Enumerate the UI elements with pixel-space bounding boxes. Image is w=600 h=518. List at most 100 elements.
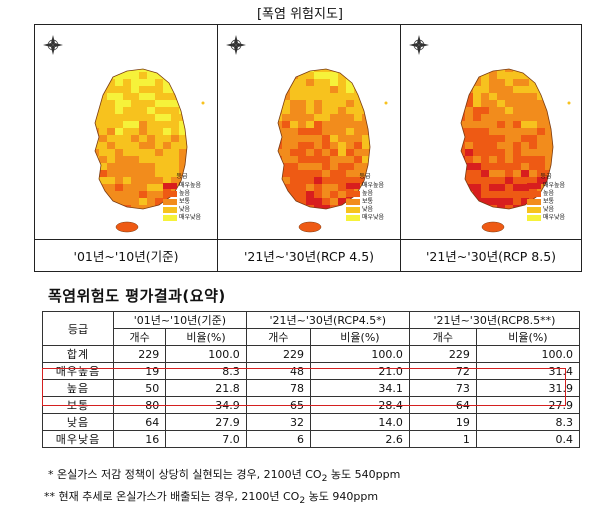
map-region	[314, 170, 323, 178]
map-region	[306, 128, 315, 136]
ratio-cell: 21.0	[309, 362, 410, 380]
map-region	[461, 184, 466, 192]
map-region	[95, 79, 100, 87]
map-region	[131, 93, 140, 101]
map-region	[147, 198, 156, 206]
legend-item: 낮음	[163, 206, 201, 214]
map-region	[338, 79, 347, 87]
map-region	[131, 121, 140, 129]
map-region	[306, 191, 315, 199]
ratio-cell: 34.1	[309, 379, 410, 397]
map-region	[306, 177, 315, 185]
map-region	[147, 184, 156, 192]
grade-label: 높음	[42, 379, 114, 397]
legend-swatch	[346, 183, 360, 189]
map-region	[99, 156, 108, 164]
map-region	[489, 100, 498, 108]
count-cell: 78	[245, 379, 311, 397]
map-region	[529, 149, 538, 157]
legend-label: 보통	[362, 198, 374, 205]
map-region	[545, 86, 553, 94]
map-region	[139, 100, 148, 108]
map-region	[338, 177, 347, 185]
map-region	[123, 142, 132, 150]
map-region	[95, 114, 100, 122]
map-region	[553, 156, 561, 163]
legend-label: 높음	[543, 190, 555, 197]
map-region	[481, 170, 490, 178]
map-region	[370, 149, 378, 156]
legend-swatch	[346, 199, 360, 205]
map-region	[521, 198, 530, 206]
legend-item: 높음	[163, 190, 201, 198]
figure-title: [폭염 위험지도]	[256, 7, 344, 22]
map-region	[298, 142, 307, 150]
map-region	[163, 149, 172, 157]
map-region	[513, 163, 522, 171]
map-region	[537, 128, 546, 136]
map-region	[529, 177, 538, 185]
map-region	[354, 163, 363, 171]
map-region	[529, 86, 538, 94]
table-row: 높음 50 21.8 78 34.1 73 31.9	[42, 379, 581, 397]
legend-title: 등급	[540, 173, 552, 180]
map-region	[497, 121, 506, 129]
count-cell: 64	[408, 396, 477, 414]
map-region	[163, 163, 172, 171]
ratio-cell: 14.0	[309, 413, 410, 431]
map-region	[529, 69, 538, 73]
table-row: 합계 229 100.0 229 100.0 229 100.0	[42, 345, 581, 363]
map-region	[465, 128, 474, 136]
map-region	[147, 156, 156, 164]
map-region	[107, 79, 116, 87]
legend-label: 매우높음	[179, 182, 202, 189]
map-region	[497, 156, 506, 164]
map-region	[537, 135, 546, 143]
map-region	[147, 114, 156, 122]
legend-swatch	[163, 215, 177, 221]
map-region	[278, 163, 283, 171]
map-region	[497, 128, 506, 136]
map-region	[290, 156, 299, 164]
map-region	[553, 79, 561, 86]
map-region	[147, 142, 156, 150]
map-region	[155, 86, 164, 94]
map-region	[314, 114, 323, 122]
map-legend: 등급 매우높음 높음 보통 낮음 매우낮음	[346, 173, 384, 222]
map-legend: 등급 매우높음 높음 보통 낮음 매우낮음	[527, 173, 565, 222]
map-region	[147, 163, 156, 171]
map-region	[139, 128, 148, 136]
map-region	[346, 135, 355, 143]
map-region	[354, 170, 363, 178]
map-region	[278, 86, 283, 94]
map-region	[278, 205, 283, 209]
map-region	[338, 86, 347, 94]
map-region	[107, 128, 116, 136]
map-region	[107, 163, 116, 171]
map-region	[330, 212, 338, 219]
map-region	[497, 107, 506, 115]
legend-item: 보통	[346, 198, 384, 206]
map-region	[354, 100, 363, 108]
jeju-island	[298, 221, 322, 233]
map-region	[497, 72, 506, 80]
map-region	[529, 100, 538, 108]
count-cell: 32	[245, 413, 311, 431]
map-region	[461, 72, 466, 80]
map-region	[489, 79, 498, 87]
map-region	[187, 65, 195, 72]
map-region	[290, 212, 298, 219]
map-region	[473, 79, 482, 87]
map-region	[187, 86, 195, 93]
map-region	[513, 100, 522, 108]
ratio-cell: 0.4	[475, 430, 581, 448]
map-region	[362, 163, 370, 171]
map-region	[107, 191, 116, 199]
map-region	[147, 93, 156, 101]
map-region	[290, 86, 299, 94]
map-region	[346, 72, 355, 80]
map-region	[537, 156, 546, 164]
map-region	[99, 135, 108, 143]
map-region	[306, 86, 315, 94]
map-region	[95, 198, 100, 206]
